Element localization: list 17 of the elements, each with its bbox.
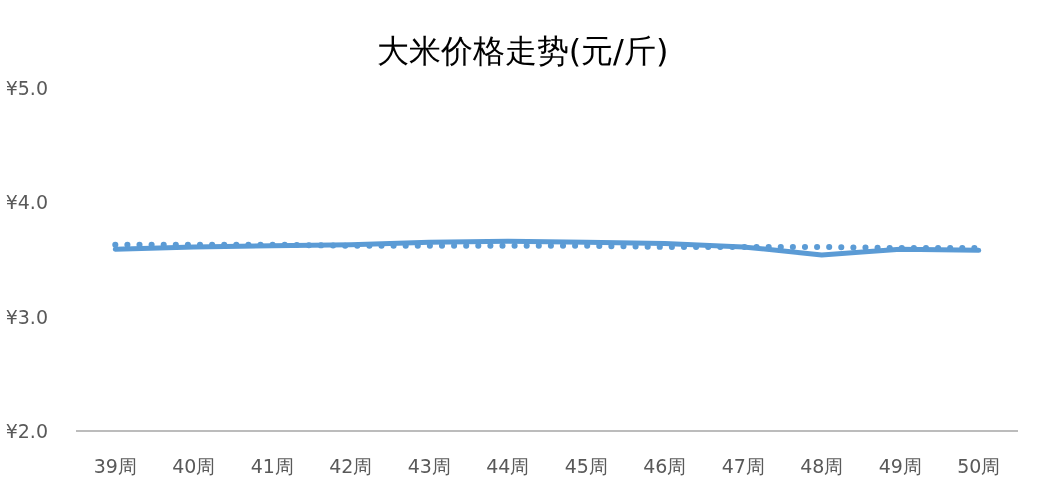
x-tick-label: 41周 bbox=[250, 455, 294, 477]
x-tick-label: 48周 bbox=[800, 455, 844, 477]
x-tick-label: 47周 bbox=[721, 455, 765, 477]
x-tick-label: 40周 bbox=[172, 455, 216, 477]
x-tick-label: 49周 bbox=[878, 455, 922, 477]
y-tick-label: ¥2.0 bbox=[5, 420, 48, 442]
x-tick-label: 45周 bbox=[564, 455, 608, 477]
x-tick-label: 43周 bbox=[407, 455, 451, 477]
x-tick-label: 42周 bbox=[329, 455, 373, 477]
y-tick-label: ¥3.0 bbox=[5, 305, 48, 328]
x-tick-label: 44周 bbox=[486, 455, 530, 477]
y-tick-label: ¥5.0 bbox=[5, 77, 48, 99]
x-tick-label: 39周 bbox=[93, 455, 137, 477]
x-tick-label: 46周 bbox=[643, 455, 687, 477]
x-tick-label: 50周 bbox=[957, 455, 1001, 477]
chart-title: 大米价格走势(元/斤) bbox=[376, 32, 669, 70]
y-tick-label: ¥4.0 bbox=[5, 191, 48, 214]
